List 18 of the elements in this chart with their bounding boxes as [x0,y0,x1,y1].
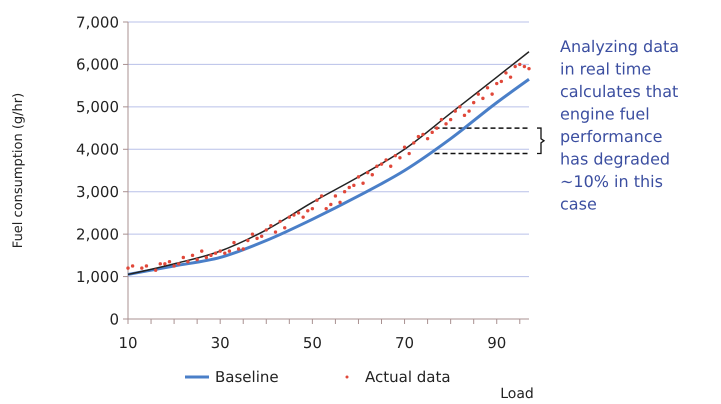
x-tick-label: 10 [118,334,138,352]
text: Analyzing data in real time calculates that engine fuel performance has degraded ~10% in this case [560,37,680,214]
x-tick-label: 70 [395,334,414,352]
y-tick-label: 6,000 [76,56,119,74]
legend-label: Baseline [215,368,279,386]
y-axis-title: Fuel consumption (g/hr) [11,92,26,248]
x-tick-label: 50 [302,334,322,352]
x-tick-label: 30 [210,334,230,352]
y-tick-label: 1,000 [76,268,119,286]
y-tick-label: 4,000 [76,140,119,159]
legend-label: Actual data [365,368,451,386]
y-tick-label: 5,000 [76,98,119,116]
y-tick-label: 3,000 [76,182,119,201]
x-tick-label: 90 [487,334,506,352]
x-axis-title: Load [500,386,534,402]
y-tick-label: 7,000 [76,13,119,32]
y-tick-label: 2,000 [76,225,119,244]
y-tick-label: 0 [109,310,119,328]
